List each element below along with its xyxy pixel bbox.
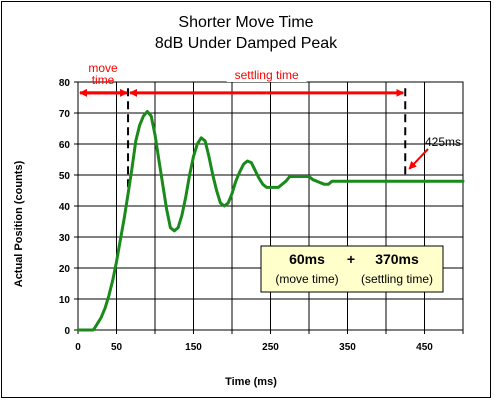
chart-subtitle: 8dB Under Damped Peak (155, 35, 338, 52)
box-line1-right: 370ms (375, 251, 419, 267)
settling-time-label: settling time (235, 68, 299, 82)
axis-ticks: 0 10 20 30 40 50 60 70 80 0 50 150 250 350 450 (59, 78, 464, 353)
x-tick-label: 350 (339, 342, 356, 353)
y-tick-label: 70 (59, 109, 71, 120)
move-time-label-line1: move (88, 61, 118, 75)
y-tick-label: 10 (59, 295, 71, 306)
end-time-arrow (408, 148, 429, 170)
box-line1-left: 60ms (289, 251, 325, 267)
y-tick-label: 50 (59, 171, 71, 182)
y-tick-label: 80 (59, 78, 71, 89)
x-tick-label: 450 (416, 342, 433, 353)
box-line2-left: (move time) (275, 272, 338, 286)
x-tick-label: 0 (75, 342, 81, 353)
series-line (76, 110, 465, 332)
y-tick-label: 30 (59, 233, 71, 244)
result-box: 60ms + 370ms (move time) (settling time) (260, 245, 444, 293)
y-tick-label: 20 (59, 264, 71, 275)
x-tick-label: 250 (262, 342, 279, 353)
chart-title: Shorter Move Time (178, 14, 313, 31)
x-axis-label: Time (ms) (225, 376, 277, 388)
end-time-label: 425ms (425, 135, 461, 149)
move-time-label-line2: time (92, 73, 115, 87)
result-box-bg (260, 245, 444, 293)
y-tick-label: 40 (59, 202, 71, 213)
y-axis-label: Actual Position (counts) (13, 160, 25, 287)
box-line2-right: (settling time) (361, 272, 433, 286)
box-line1-plus: + (347, 251, 355, 267)
x-tick-label: 50 (111, 342, 123, 353)
x-tick-label: 150 (185, 342, 202, 353)
gridlines (78, 82, 463, 330)
y-tick-label: 0 (64, 326, 70, 337)
y-tick-label: 60 (59, 140, 71, 151)
settling-label-bg (226, 68, 307, 82)
